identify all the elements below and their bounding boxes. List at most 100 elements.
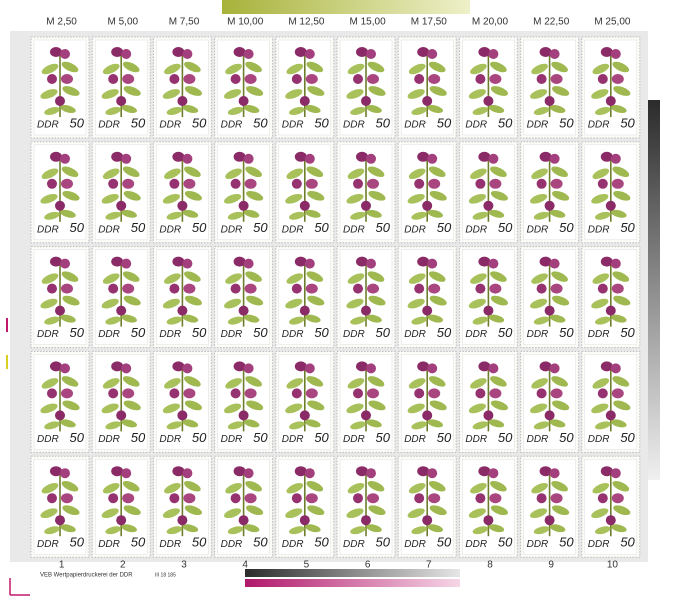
stamp-country: DDR xyxy=(588,434,610,445)
stamp-country: DDR xyxy=(282,120,304,131)
stamp-denomination: 50 xyxy=(559,115,574,130)
stamp-country: DDR xyxy=(588,120,610,131)
stamp-denomination: 50 xyxy=(437,430,452,445)
stamp-denomination: 50 xyxy=(70,115,85,130)
stamp-denomination: 50 xyxy=(253,535,268,550)
stamp-country: DDR xyxy=(527,434,549,445)
stamp-denomination: 50 xyxy=(498,325,513,340)
stamp: DDR 50 xyxy=(458,246,518,349)
bottom-number: 2 xyxy=(120,560,126,571)
stamp-denomination: 50 xyxy=(314,325,329,340)
stamp-country: DDR xyxy=(588,329,610,340)
stamp-denomination: 50 xyxy=(70,430,85,445)
bottom-number: 10 xyxy=(607,560,619,571)
stamp-country: DDR xyxy=(282,434,304,445)
stamp: DDR 50 xyxy=(30,455,90,558)
stamp: DDR 50 xyxy=(214,141,274,244)
stamp-country: DDR xyxy=(37,329,59,340)
stamp-country: DDR xyxy=(37,434,59,445)
stamp-country: DDR xyxy=(221,539,243,550)
stamp-country: DDR xyxy=(159,120,181,131)
stamp: DDR 50 xyxy=(397,350,457,453)
stamp: DDR 50 xyxy=(397,246,457,349)
stamp-country: DDR xyxy=(343,120,365,131)
stamp-country: DDR xyxy=(98,329,120,340)
stamp: DDR 50 xyxy=(336,246,396,349)
stamp: DDR 50 xyxy=(397,455,457,558)
stamp: DDR 50 xyxy=(581,455,641,558)
stamp-denomination: 50 xyxy=(253,115,268,130)
stamp-denomination: 50 xyxy=(559,430,574,445)
stamp-country: DDR xyxy=(527,224,549,235)
stamp: DDR 50 xyxy=(397,36,457,139)
bottom-number: 5 xyxy=(304,560,310,571)
stamp-country: DDR xyxy=(282,329,304,340)
stamp-denomination: 50 xyxy=(559,535,574,550)
stamp-denomination: 50 xyxy=(314,220,329,235)
stamp-country: DDR xyxy=(465,224,487,235)
stamp: DDR 50 xyxy=(520,141,580,244)
stamp-country: DDR xyxy=(37,120,59,131)
color-bar xyxy=(222,0,470,14)
stamp-country: DDR xyxy=(527,539,549,550)
bottom-number: 6 xyxy=(365,560,371,571)
stamp-denomination: 50 xyxy=(620,220,635,235)
gray-color-bar xyxy=(245,569,460,577)
top-label: M 15,00 xyxy=(350,17,387,28)
stamp-country: DDR xyxy=(588,539,610,550)
stamp: DDR 50 xyxy=(91,141,151,244)
stamp: DDR 50 xyxy=(275,350,335,453)
stamp-country: DDR xyxy=(98,224,120,235)
stamp: DDR 50 xyxy=(458,36,518,139)
bottom-number: 8 xyxy=(487,560,493,571)
top-label: M 22,50 xyxy=(533,17,570,28)
stamp: DDR 50 xyxy=(275,141,335,244)
stamp-denomination: 50 xyxy=(253,220,268,235)
top-label: M 2,50 xyxy=(46,17,77,28)
stamp: DDR 50 xyxy=(336,36,396,139)
stamp: DDR 50 xyxy=(458,350,518,453)
stamp: DDR 50 xyxy=(458,141,518,244)
stamp-country: DDR xyxy=(404,539,426,550)
stamp: DDR 50 xyxy=(152,141,212,244)
stamp-denomination: 50 xyxy=(376,220,391,235)
stamp-country: DDR xyxy=(98,434,120,445)
stamp-country: DDR xyxy=(343,539,365,550)
margin-mark xyxy=(6,355,8,369)
stamp-denomination: 50 xyxy=(620,430,635,445)
stamp-denomination: 50 xyxy=(437,220,452,235)
stamp-country: DDR xyxy=(343,329,365,340)
stamp-denomination: 50 xyxy=(131,535,146,550)
stamp-denomination: 50 xyxy=(192,115,207,130)
bottom-number: 3 xyxy=(181,560,187,571)
imprint: VEB Wertpapierdruckerei der DDR xyxy=(40,573,133,579)
stamp: DDR 50 xyxy=(581,36,641,139)
stamp-country: DDR xyxy=(221,120,243,131)
stamp-denomination: 50 xyxy=(376,535,391,550)
stamp: DDR 50 xyxy=(458,455,518,558)
stamp: DDR 50 xyxy=(152,455,212,558)
stamp-country: DDR xyxy=(282,539,304,550)
stamp: DDR 50 xyxy=(520,36,580,139)
stamp-country: DDR xyxy=(404,329,426,340)
stamp: DDR 50 xyxy=(336,141,396,244)
top-label: M 12,50 xyxy=(288,17,325,28)
stamp: DDR 50 xyxy=(214,455,274,558)
bottom-number: 4 xyxy=(242,560,248,571)
stamp-denomination: 50 xyxy=(376,430,391,445)
print-code: III 18 185 xyxy=(155,572,176,578)
stamp: DDR 50 xyxy=(91,246,151,349)
stamp-country: DDR xyxy=(37,224,59,235)
stamp-country: DDR xyxy=(404,434,426,445)
stamp-country: DDR xyxy=(37,539,59,550)
stamp-country: DDR xyxy=(98,120,120,131)
stamp-country: DDR xyxy=(527,329,549,340)
stamp-country: DDR xyxy=(221,434,243,445)
stamp-denomination: 50 xyxy=(192,220,207,235)
stamp: DDR 50 xyxy=(30,350,90,453)
stamp-denomination: 50 xyxy=(314,430,329,445)
stamp: DDR 50 xyxy=(152,350,212,453)
stamp-denomination: 50 xyxy=(620,325,635,340)
stamp-denomination: 50 xyxy=(620,535,635,550)
stamp: DDR 50 xyxy=(275,455,335,558)
